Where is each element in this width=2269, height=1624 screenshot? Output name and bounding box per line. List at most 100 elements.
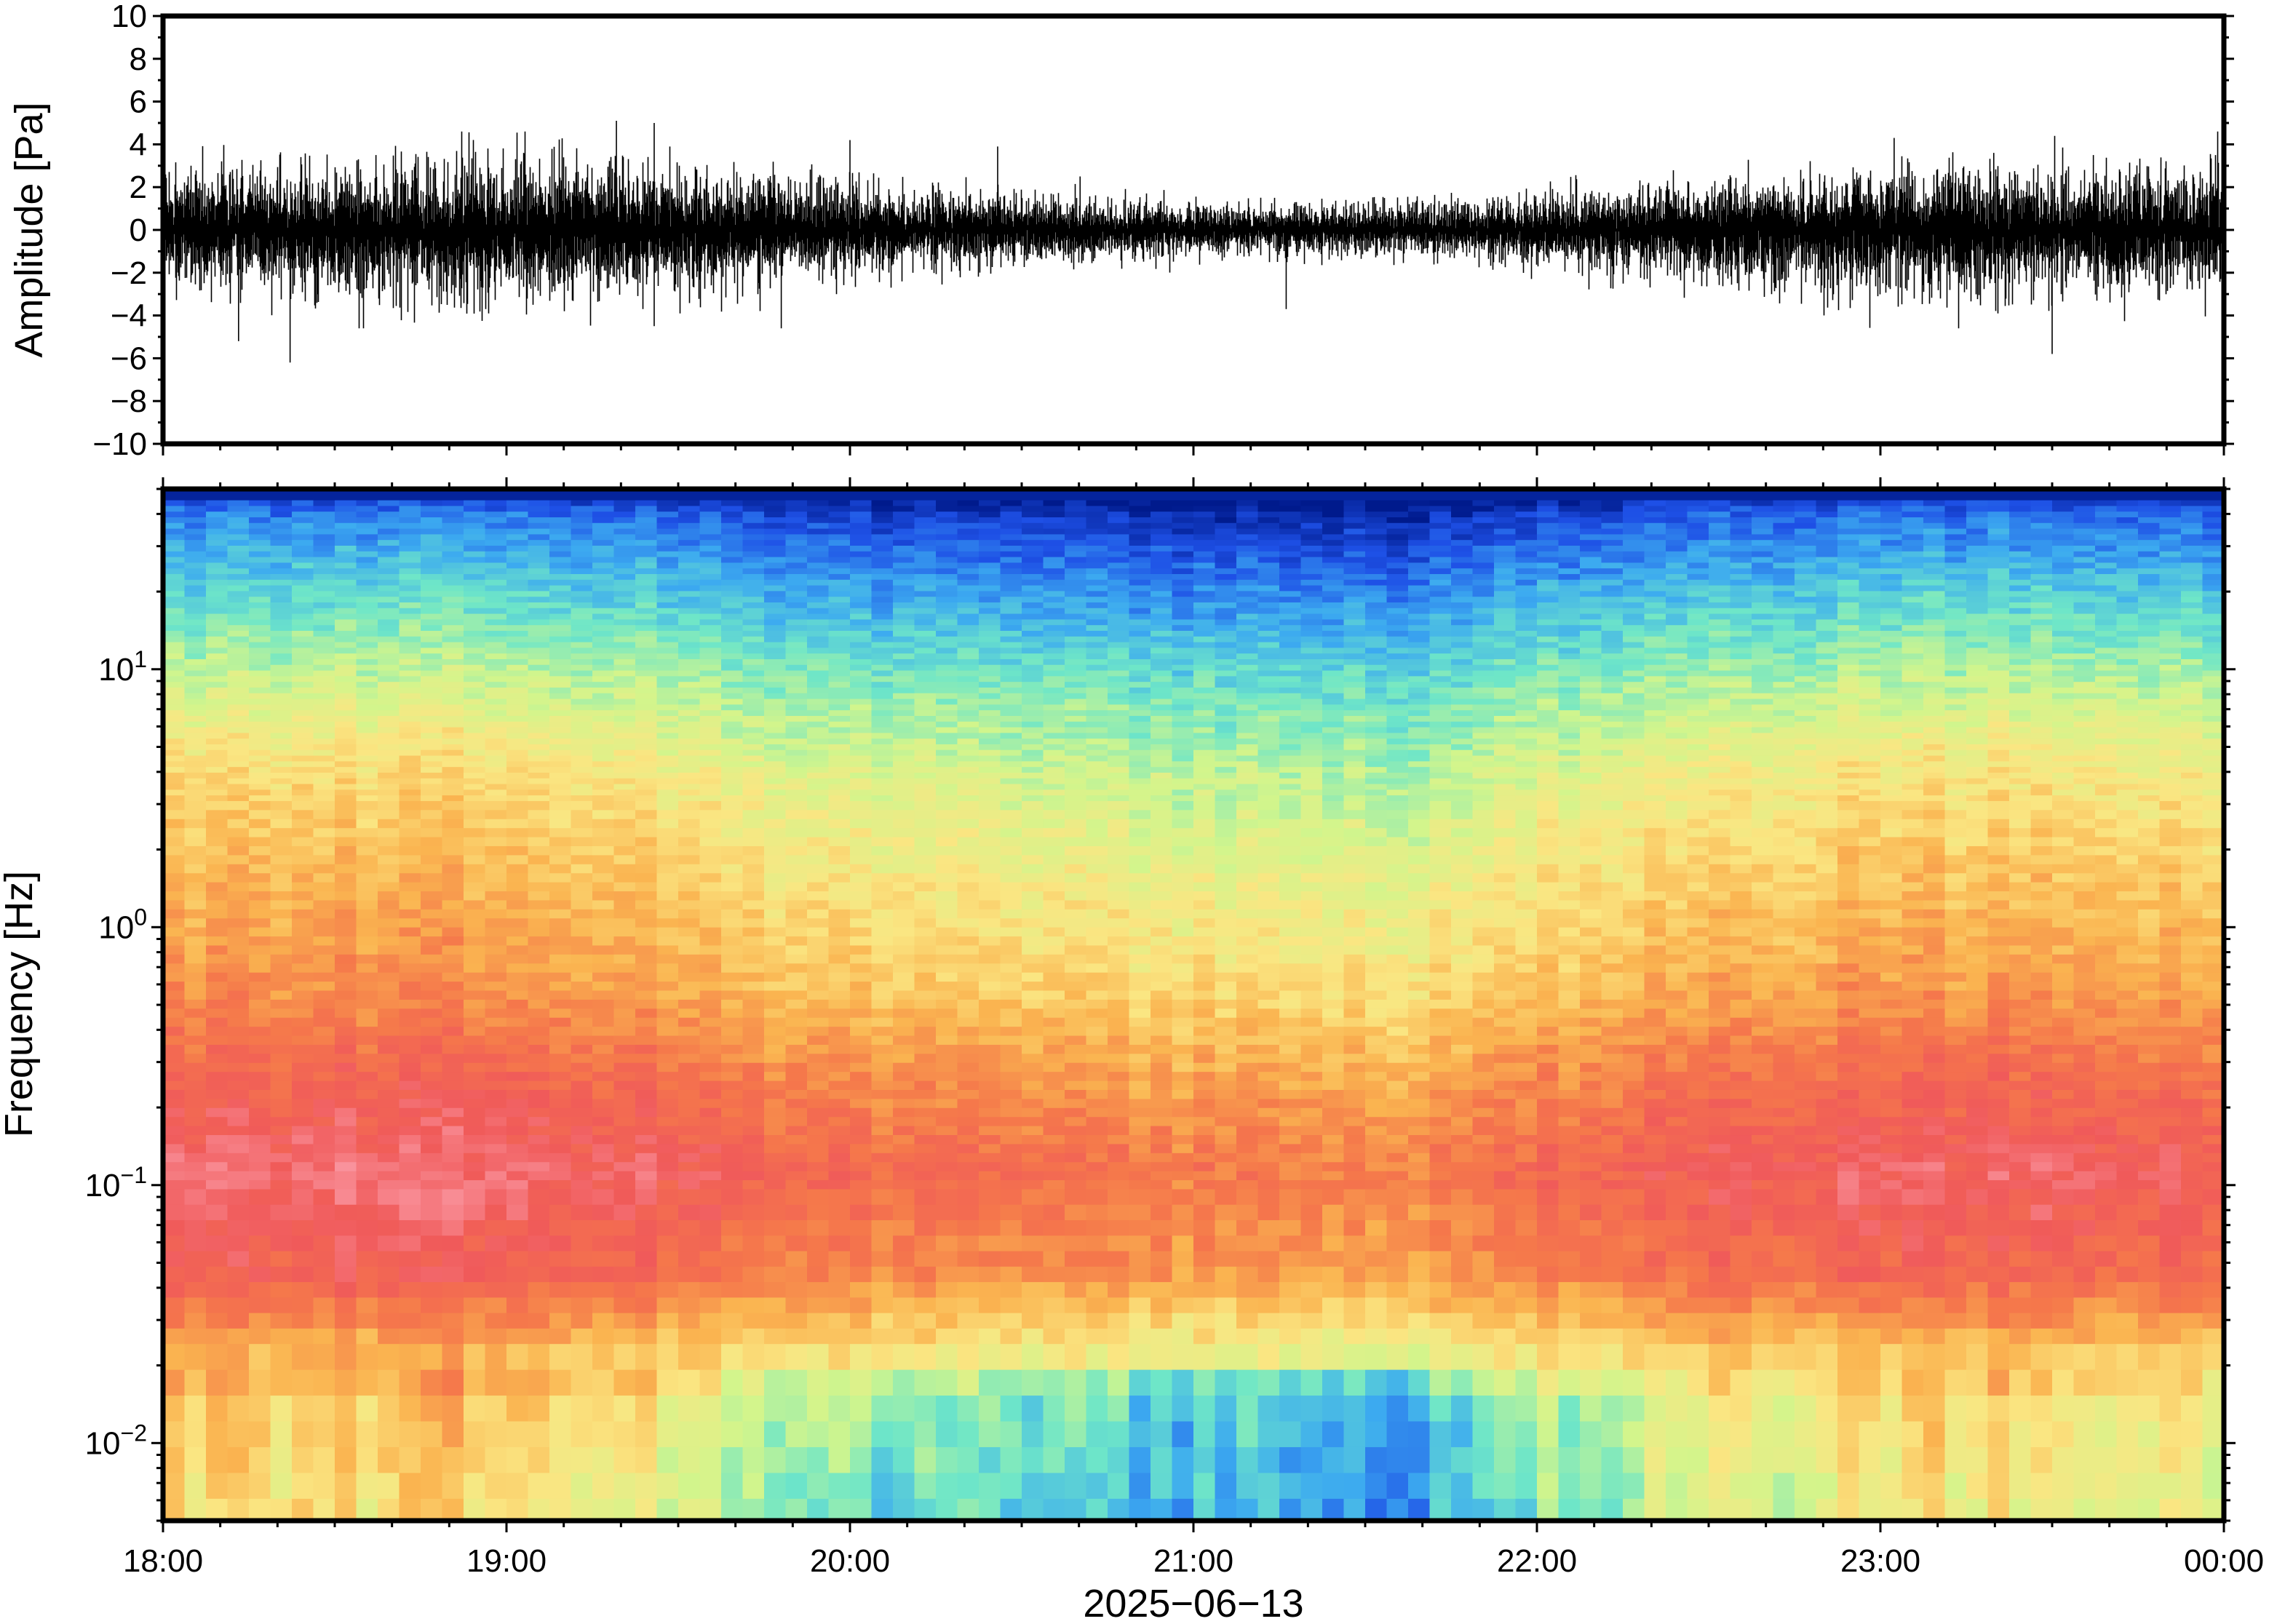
spectrogram-cell (979, 721, 1001, 728)
spectrogram-cell (571, 1027, 593, 1037)
spectrogram-cell (421, 1328, 443, 1345)
spectrogram-cell (699, 1044, 722, 1054)
spectrogram-cell (549, 658, 572, 666)
spectrogram-cell (313, 772, 335, 779)
spectrogram-cell (464, 1180, 486, 1190)
spectrogram-cell (1000, 882, 1022, 892)
spectrogram-cell (528, 1080, 550, 1091)
spectrogram-cell (1022, 715, 1044, 723)
spectrogram-cell (571, 1054, 593, 1064)
spectrogram-cell (292, 636, 314, 643)
spectrogram-cell (270, 739, 293, 745)
spectrogram-cell (549, 1446, 572, 1474)
spectrogram-cell (335, 597, 357, 603)
spectrogram-cell (421, 715, 443, 723)
spectrogram-cell (227, 999, 250, 1009)
spectrogram-cell (979, 810, 1001, 820)
spectrogram-cell (506, 891, 529, 901)
spectrogram-cell (249, 727, 271, 733)
spectrogram-cell (485, 1235, 507, 1252)
spectrogram-cell (378, 1396, 400, 1422)
spectrogram-cell (613, 784, 636, 790)
spectrogram-cell (528, 664, 550, 672)
spectrogram-cell (184, 522, 207, 530)
spectrogram-cell (936, 778, 958, 785)
spectrogram-cell (592, 489, 615, 495)
spectrogram-cell (421, 608, 443, 615)
spectrogram-cell (828, 1089, 851, 1099)
spectrogram-cell (249, 648, 271, 654)
spectrogram-cell (506, 1369, 529, 1396)
spectrogram-cell (871, 658, 894, 666)
spectrogram-cell (1043, 693, 1065, 700)
spectrogram-cell (506, 710, 529, 717)
spectrogram-cell (378, 963, 400, 974)
spectrogram-cell (742, 693, 765, 700)
spectrogram-cell (549, 739, 572, 745)
spectrogram-cell (1043, 1189, 1065, 1206)
spectrogram-cell (635, 682, 658, 688)
spectrogram-cell (721, 789, 744, 796)
spectrogram-cell (206, 837, 229, 847)
spectrogram-cell (528, 1107, 550, 1118)
spectrogram-cell (313, 625, 335, 632)
spectrogram-cell (249, 704, 271, 711)
spectrogram-cell (764, 1126, 787, 1136)
spectrogram-cell (1043, 721, 1065, 728)
spectrogram-cell (828, 1266, 851, 1283)
spectrogram-cell (1000, 670, 1022, 677)
spectrogram-cell (635, 936, 658, 947)
spectrogram-cell (464, 642, 486, 648)
spectrogram-cell (871, 1144, 894, 1154)
spectrogram-cell (571, 1313, 593, 1329)
spectrogram-cell (1000, 795, 1022, 802)
spectrogram-cell (893, 891, 915, 901)
spectrogram-cell (399, 1204, 421, 1221)
spectrogram-cell (378, 727, 400, 733)
spectrogram-cell (421, 1282, 443, 1298)
spectrogram-cell (592, 528, 615, 535)
spectrogram-cell (249, 909, 271, 919)
spectrogram-cell (850, 597, 873, 603)
spectrogram-cell (979, 767, 1001, 773)
spectrogram-cell (1065, 715, 1087, 723)
spectrogram-cell (871, 918, 894, 928)
spectrogram-cell (742, 579, 765, 586)
spectrogram-cell (1065, 642, 1087, 648)
spectrogram-cell (914, 693, 937, 700)
spectrogram-cell (914, 573, 937, 581)
spectrogram-cell (742, 568, 765, 575)
spectrogram-cell (1043, 573, 1065, 581)
spectrogram-cell (807, 1162, 830, 1172)
spectrogram-cell (335, 512, 357, 518)
spectrogram-cell (742, 494, 765, 501)
spectrogram-cell (979, 551, 1001, 558)
spectrogram-cell (464, 1144, 486, 1154)
spectrogram-cell (549, 810, 572, 820)
spectrogram-cell (421, 1153, 443, 1163)
spectrogram-cell (914, 658, 937, 666)
spectrogram-cell (464, 873, 486, 883)
spectrogram-cell (871, 982, 894, 992)
spectrogram-cell (249, 597, 271, 603)
spectrogram-cell (399, 1328, 421, 1345)
spectrogram-cell (871, 591, 894, 597)
spectrogram-cell (227, 1089, 250, 1099)
spectrogram-cell (592, 613, 615, 620)
spectrogram-cell (957, 1421, 979, 1448)
spectrogram-cell (1043, 855, 1065, 865)
spectrogram-cell (957, 855, 979, 865)
spectrogram-cell (592, 810, 615, 820)
spectrogram-cell (828, 517, 851, 524)
spectrogram-cell (1043, 1008, 1065, 1019)
spectrogram-cell (592, 653, 615, 660)
spectrogram-cell (549, 990, 572, 1000)
spectrogram-cell (313, 1080, 335, 1091)
spectrogram-cell (1000, 1072, 1022, 1082)
spectrogram-cell (850, 625, 873, 632)
spectrogram-cell (270, 568, 293, 575)
spectrogram-cell (485, 990, 507, 1000)
spectrogram-cell (399, 982, 421, 992)
spectrogram-cell (1043, 1062, 1065, 1072)
spectrogram-cell (421, 1054, 443, 1064)
